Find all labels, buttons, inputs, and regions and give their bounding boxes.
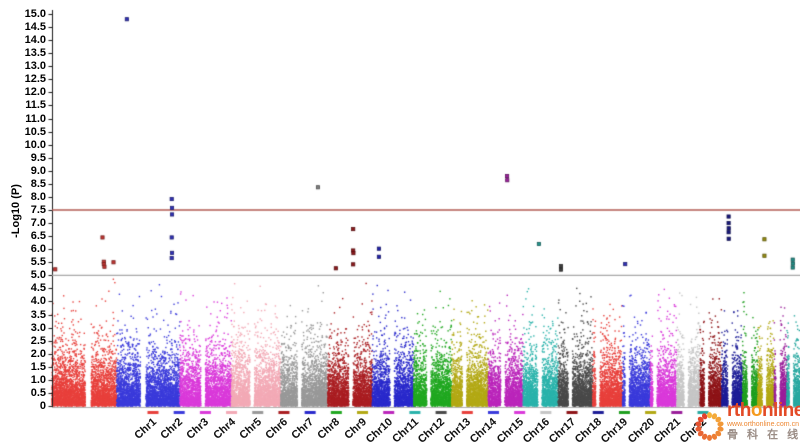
y-tick-label: 0.5 [30,386,46,399]
y-tick-label: 3.0 [30,321,46,334]
y-tick-label: 2.5 [30,334,46,347]
y-tick-label: 4.5 [30,282,46,295]
brand-o-highlight: o [750,400,763,421]
y-tick-label: 5.5 [30,256,46,269]
y-tick-label: 15.0 [24,8,46,20]
y-tick-label: 12.0 [24,86,46,99]
y-tick-label: 1.5 [30,360,46,373]
y-tick-label: 6.5 [30,230,46,243]
y-tick-label: 8.0 [30,190,46,203]
y-tick-label: 11.5 [25,99,46,112]
brand-suffix: nline [761,400,800,421]
y-tick-label: 12.5 [24,73,46,86]
y-tick-label: 13.0 [24,60,46,73]
watermark-chinese-caption: 骨 科 在 线 [727,429,800,441]
y-tick-label: 14.0 [24,34,46,47]
watermark-url: www.orthonline.com.cn [727,421,799,428]
y-tick-label: 9.5 [30,151,46,164]
watermark: rthonline+ www.orthonline.com.cn 骨 科 在 线 [694,397,800,443]
y-tick-label: 10.5 [24,125,46,138]
y-tick-label: 10.0 [24,138,46,151]
y-tick-label: 3.5 [30,308,46,321]
y-tick-label: 14.5 [24,21,46,34]
watermark-brand: rthonline+ [727,400,800,421]
y-tick-label: 9.0 [30,164,46,177]
brand-prefix: rth [727,400,751,421]
y-tick-label: 5.0 [30,269,46,282]
y-tick-label: 0 [39,400,46,412]
y-tick-label: 1.0 [30,373,46,386]
y-tick-label: 2.0 [30,347,46,360]
y-tick-label: 7.0 [30,217,46,230]
y-tick-label: 4.0 [30,295,46,308]
orthonline-ring-logo-icon [694,411,725,442]
y-tick-label: 8.5 [30,177,46,190]
y-tick-label: 11.0 [25,112,46,125]
y-tick-label: 13.5 [24,47,46,60]
watermark-text-block: rthonline+ www.orthonline.com.cn 骨 科 在 线 [727,400,800,441]
logo-dot-ring [695,412,724,441]
y-tick-label: 7.5 [30,204,46,216]
y-tick-label: 6.0 [30,243,46,256]
